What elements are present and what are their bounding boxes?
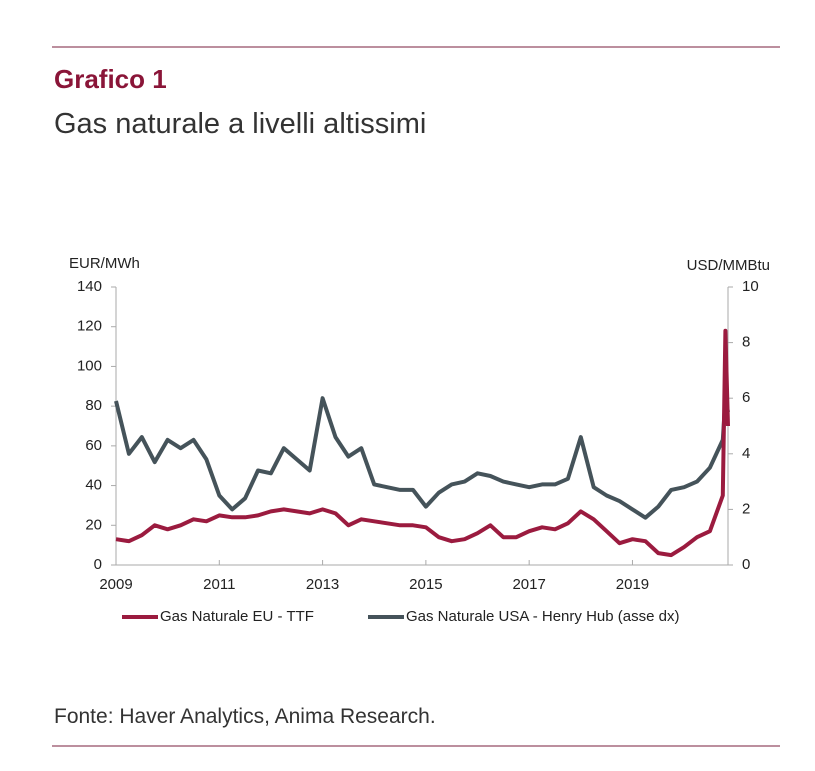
legend-label: Gas Naturale EU - TTF [160, 608, 314, 625]
y-axis-label: EUR/MWh [69, 255, 140, 272]
series-line [115, 328, 730, 558]
y-tick-label: 80 [85, 397, 102, 414]
y2-axis-label: USD/MMBtu [687, 257, 770, 274]
title: Grafico 1 [54, 64, 167, 94]
y2-tick-label: 0 [742, 556, 750, 573]
x-tick-label: 2015 [409, 576, 442, 593]
y2-tick-label: 10 [742, 278, 759, 295]
y-tick-label: 60 [85, 437, 102, 454]
y-tick-label: 100 [77, 357, 102, 374]
y2-tick-label: 4 [742, 445, 750, 462]
y-tick-label: 140 [77, 278, 102, 295]
y2-tick-label: 8 [742, 334, 750, 351]
x-tick-label: 2013 [306, 576, 339, 593]
y-tick-label: 40 [85, 477, 102, 494]
source: Fonte: Haver Analytics, Anima Research. [54, 705, 436, 728]
y-tick-label: 0 [94, 556, 102, 573]
y-tick-label: 120 [77, 318, 102, 335]
legend-label: Gas Naturale USA - Henry Hub (asse dx) [406, 608, 679, 625]
x-tick-label: 2011 [203, 576, 235, 593]
y2-tick-label: 2 [742, 500, 750, 517]
x-tick-label: 2017 [512, 576, 545, 593]
y-tick-label: 20 [85, 516, 102, 533]
y2-tick-label: 6 [742, 389, 750, 406]
subtitle: Gas naturale a livelli altissimi [54, 108, 426, 140]
x-tick-label: 2009 [99, 576, 132, 593]
x-tick-label: 2019 [616, 576, 649, 593]
series-line [114, 396, 730, 520]
